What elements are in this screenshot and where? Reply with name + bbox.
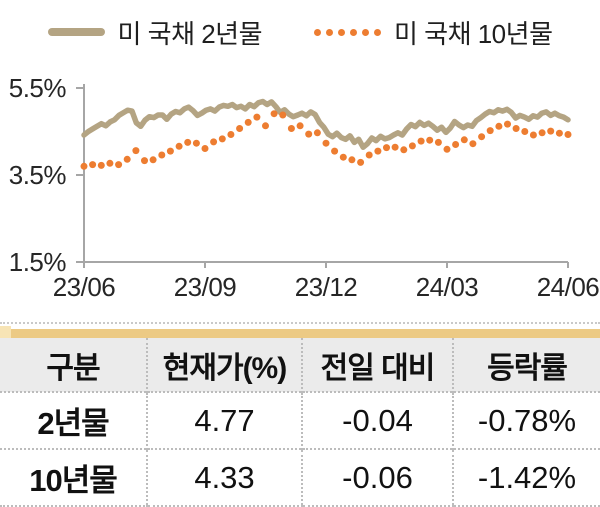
cell-2y-rate: -0.78% <box>452 391 600 449</box>
chart-legend: 미 국채 2년물 미 국채 10년물 <box>0 14 600 50</box>
cell-10y-price: 4.33 <box>146 448 302 507</box>
x-axis-label: 23/09 <box>174 272 237 302</box>
y-axis-label: 1.5% <box>9 247 67 277</box>
y-axis-label: 5.5% <box>9 73 67 103</box>
cell-2y-label: 2년물 <box>0 391 147 449</box>
y-axis-label: 3.5% <box>9 160 67 190</box>
header-day-change: 전일 대비 <box>301 338 453 392</box>
x-axis-label: 24/03 <box>416 272 479 302</box>
x-axis-label: 23/06 <box>53 272 116 302</box>
table-row-2y: 2년물 4.77 -0.04 -0.78% <box>0 391 600 449</box>
x-axis-label: 24/06 <box>537 272 600 302</box>
legend-item-2y: 미 국채 2년물 <box>47 14 263 51</box>
table-row-10y: 10년물 4.33 -0.06 -1.42% <box>0 448 600 507</box>
cell-2y-price: 4.77 <box>146 391 302 449</box>
cell-2y-change: -0.04 <box>301 391 453 449</box>
header-category: 구분 <box>0 338 147 392</box>
line-series-2y <box>81 98 571 150</box>
legend-label-10y: 미 국채 10년물 <box>394 18 553 49</box>
accent-bar-cap <box>0 326 11 341</box>
solid-line-swatch <box>47 28 105 36</box>
yield-table-section: 구분 현재가(%) 전일 대비 등락률 2년물 4.77 -0.04 -0.78… <box>0 320 600 507</box>
table-accent-bar <box>0 326 600 341</box>
legend-label-2y: 미 국채 2년물 <box>117 18 263 49</box>
dotted-line-swatch <box>314 28 382 36</box>
header-current-price: 현재가(%) <box>146 338 302 392</box>
header-change-rate: 등락률 <box>452 338 600 392</box>
table-header-row: 구분 현재가(%) 전일 대비 등락률 <box>0 338 600 392</box>
yield-table: 구분 현재가(%) 전일 대비 등락률 2년물 4.77 -0.04 -0.78… <box>0 338 600 507</box>
yield-line-chart: 5.5% 3.5% 1.5%23/06 23/09 23/12 24/03 24/06 <box>9 73 600 302</box>
legend-item-10y: 미 국채 10년물 <box>314 14 553 51</box>
cell-10y-label: 10년물 <box>0 448 147 507</box>
cell-10y-change: -0.06 <box>301 448 453 507</box>
dot-series-10y <box>80 110 572 170</box>
x-axis-label: 23/12 <box>295 272 358 302</box>
chart-axes <box>76 84 569 268</box>
cell-10y-rate: -1.42% <box>452 448 600 507</box>
table-top-divider <box>0 322 600 324</box>
